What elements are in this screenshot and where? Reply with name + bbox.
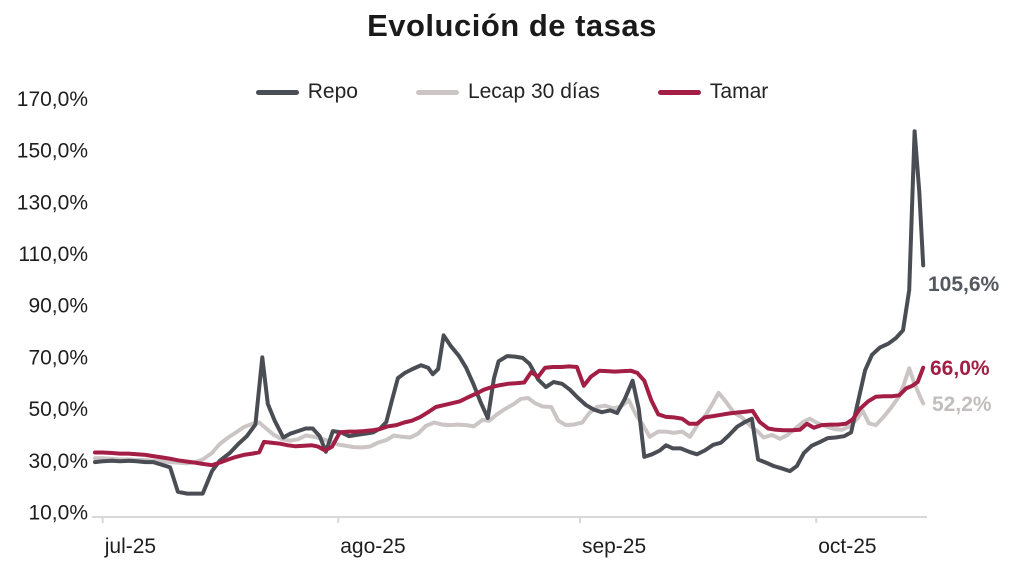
legend-label-tamar: Tamar xyxy=(709,80,769,103)
y-tick-label: 150,0% xyxy=(17,140,88,163)
legend-item-tamar: Tamar xyxy=(657,80,769,104)
y-tick-label: 30,0% xyxy=(28,450,88,473)
x-tick-label: jul-25 xyxy=(104,535,156,558)
y-tick-label: 10,0% xyxy=(28,502,88,525)
legend-label-lecap: Lecap 30 días xyxy=(467,80,600,103)
repo-line-swatch-icon xyxy=(255,89,299,95)
legend-label-repo: Repo xyxy=(307,80,358,103)
legend: Repo Lecap 30 días Tamar xyxy=(0,80,1024,104)
lecap-end-value-label: 52,2% xyxy=(932,393,992,416)
y-tick-label: 170,0% xyxy=(17,88,88,111)
legend-item-lecap: Lecap 30 días xyxy=(415,80,600,104)
lecap-line-swatch-icon xyxy=(415,89,459,95)
x-tick-label: oct-25 xyxy=(818,535,876,558)
y-tick-label: 50,0% xyxy=(28,398,88,421)
y-tick-label: 110,0% xyxy=(18,243,88,266)
y-tick-label: 130,0% xyxy=(17,191,88,214)
x-tick-label: sep-25 xyxy=(582,535,646,558)
x-tick-label: ago-25 xyxy=(340,535,405,558)
tamar-line-swatch-icon xyxy=(657,89,701,95)
repo-end-value-label: 105,6% xyxy=(928,273,1000,296)
tamar-end-value-label: 66,0% xyxy=(930,357,990,380)
y-tick-label: 90,0% xyxy=(28,295,88,318)
series-line-repo xyxy=(93,129,926,496)
series-line-lecap-30-días xyxy=(93,366,926,466)
chart-title: Evolución de tasas xyxy=(367,8,657,43)
series-line-tamar xyxy=(93,364,926,468)
y-tick-label: 70,0% xyxy=(28,346,88,369)
legend-item-repo: Repo xyxy=(255,80,358,104)
